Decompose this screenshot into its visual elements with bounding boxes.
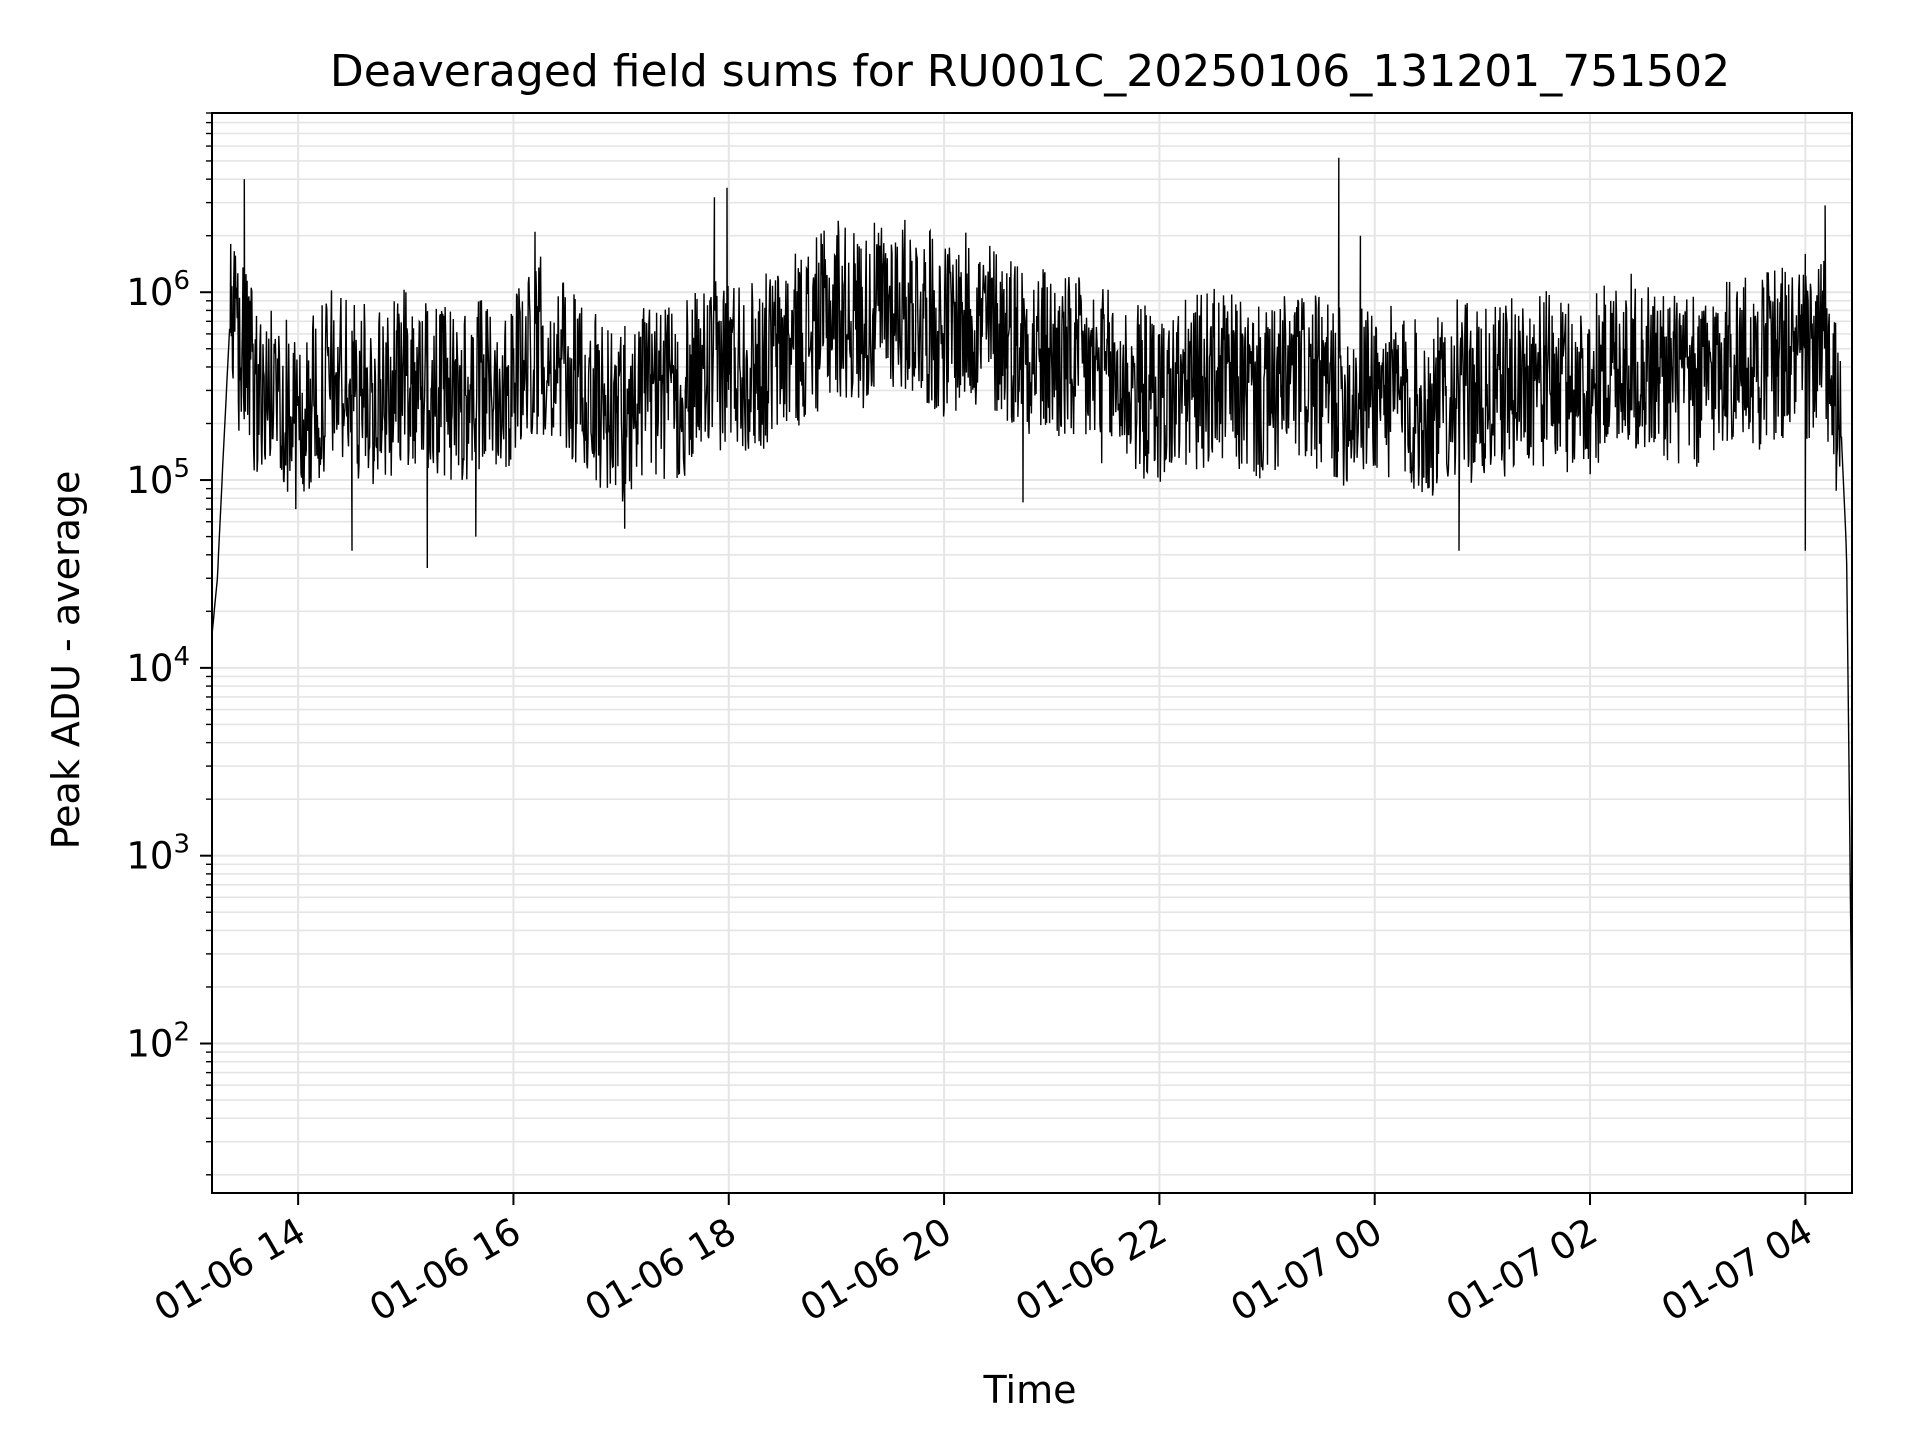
y-tick-label: 106 bbox=[126, 266, 190, 314]
y-tick-label: 104 bbox=[126, 642, 190, 690]
grid-layer bbox=[212, 112, 1852, 1193]
y-tick-label: 102 bbox=[126, 1018, 190, 1066]
chart-title: Deaveraged field sums for RU001C_2025010… bbox=[330, 46, 1730, 97]
y-axis-label: Peak ADU - average bbox=[44, 471, 88, 850]
x-axis-label: Time bbox=[983, 1368, 1077, 1412]
data-line-series bbox=[211, 157, 1853, 1044]
data-layer bbox=[211, 157, 1853, 1044]
y-tick-label: 105 bbox=[126, 454, 190, 502]
plot-frame bbox=[211, 112, 1853, 1194]
y-tick-label: 103 bbox=[126, 830, 190, 878]
